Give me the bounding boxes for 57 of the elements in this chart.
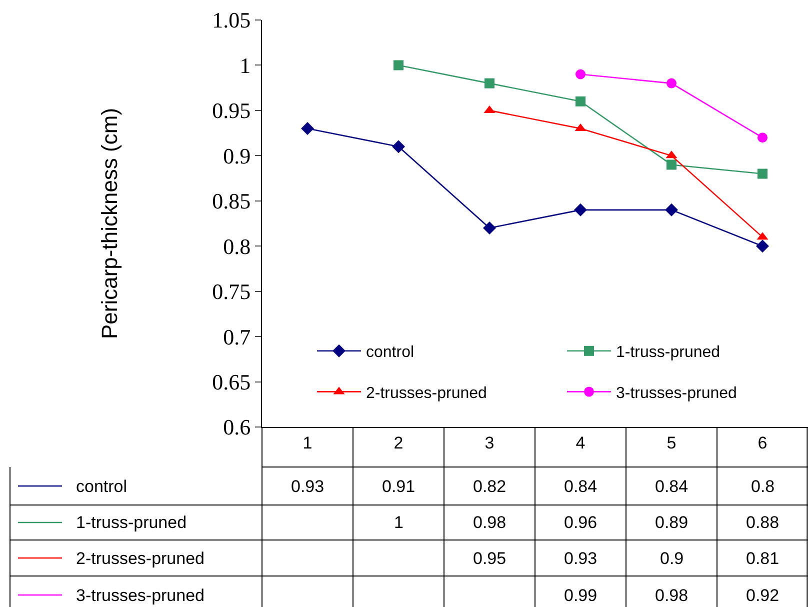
- text: 1-truss-pruned: [76, 513, 187, 532]
- y-tick-label: 0.6: [223, 414, 251, 440]
- legend-label: 3-trusses-pruned: [616, 384, 737, 402]
- legend-label: 2-trusses-pruned: [366, 384, 487, 402]
- point: [576, 96, 586, 106]
- y-tick-label: 0.9: [223, 143, 251, 168]
- x-tick-label: 5: [666, 433, 676, 452]
- data-label: 0.93: [564, 549, 598, 568]
- data-label: 0.84: [655, 477, 688, 496]
- data-label: 0.81: [746, 549, 780, 568]
- point: [484, 78, 494, 88]
- y-tick-label: 0.85: [212, 188, 251, 214]
- data-label: 0.84: [564, 477, 598, 496]
- data-label: 0.91: [382, 477, 416, 496]
- point: [394, 60, 404, 70]
- data-label: 0.88: [746, 513, 780, 532]
- text: 3-trusses-pruned: [76, 586, 205, 605]
- y-tick-label: 0.65: [212, 369, 251, 394]
- data-label: 0.82: [473, 477, 506, 496]
- y-tick-label: 1: [240, 52, 251, 78]
- point: [392, 140, 405, 154]
- y-tick-label: 0.95: [212, 98, 251, 124]
- text: control: [76, 477, 128, 496]
- data-label: 0.98: [473, 513, 506, 532]
- point: [758, 132, 768, 143]
- y-axis-title: Pericarp-thickness (cm): [96, 108, 122, 340]
- data-label: 0.93: [291, 477, 324, 496]
- point: [666, 78, 676, 88]
- data-label: 0.98: [655, 586, 688, 605]
- y-tick-label: 0.8: [223, 234, 251, 259]
- x-tick-label: 1: [302, 433, 312, 452]
- data-label: 0.8: [751, 477, 775, 496]
- text: 2-trusses-pruned: [76, 549, 205, 568]
- data-label: 1: [394, 513, 404, 532]
- x-tick-label: 3: [484, 433, 494, 452]
- legend-label: 1-truss-pruned: [616, 344, 720, 362]
- legend-label: control: [366, 344, 414, 362]
- point: [301, 122, 314, 136]
- data-label: 0.99: [564, 586, 598, 605]
- y-tick-label: 0.75: [212, 279, 251, 304]
- point: [483, 222, 496, 235]
- data-label: 0.9: [660, 549, 684, 568]
- x-tick-label: 2: [394, 433, 404, 452]
- point: [574, 203, 587, 216]
- point: [758, 168, 768, 179]
- point: [665, 203, 678, 216]
- y-tick-label: 0.7: [223, 324, 251, 350]
- data-label: 0.92: [746, 586, 780, 605]
- point: [666, 160, 676, 170]
- data-label: 0.95: [473, 549, 506, 568]
- data-label: 0.96: [564, 513, 598, 532]
- point: [576, 69, 586, 80]
- data-label: 0.89: [655, 513, 688, 532]
- y-tick-label: 1.05: [212, 8, 251, 33]
- point: [756, 240, 769, 253]
- x-tick-label: 4: [576, 433, 586, 452]
- x-tick-label: 6: [758, 433, 768, 452]
